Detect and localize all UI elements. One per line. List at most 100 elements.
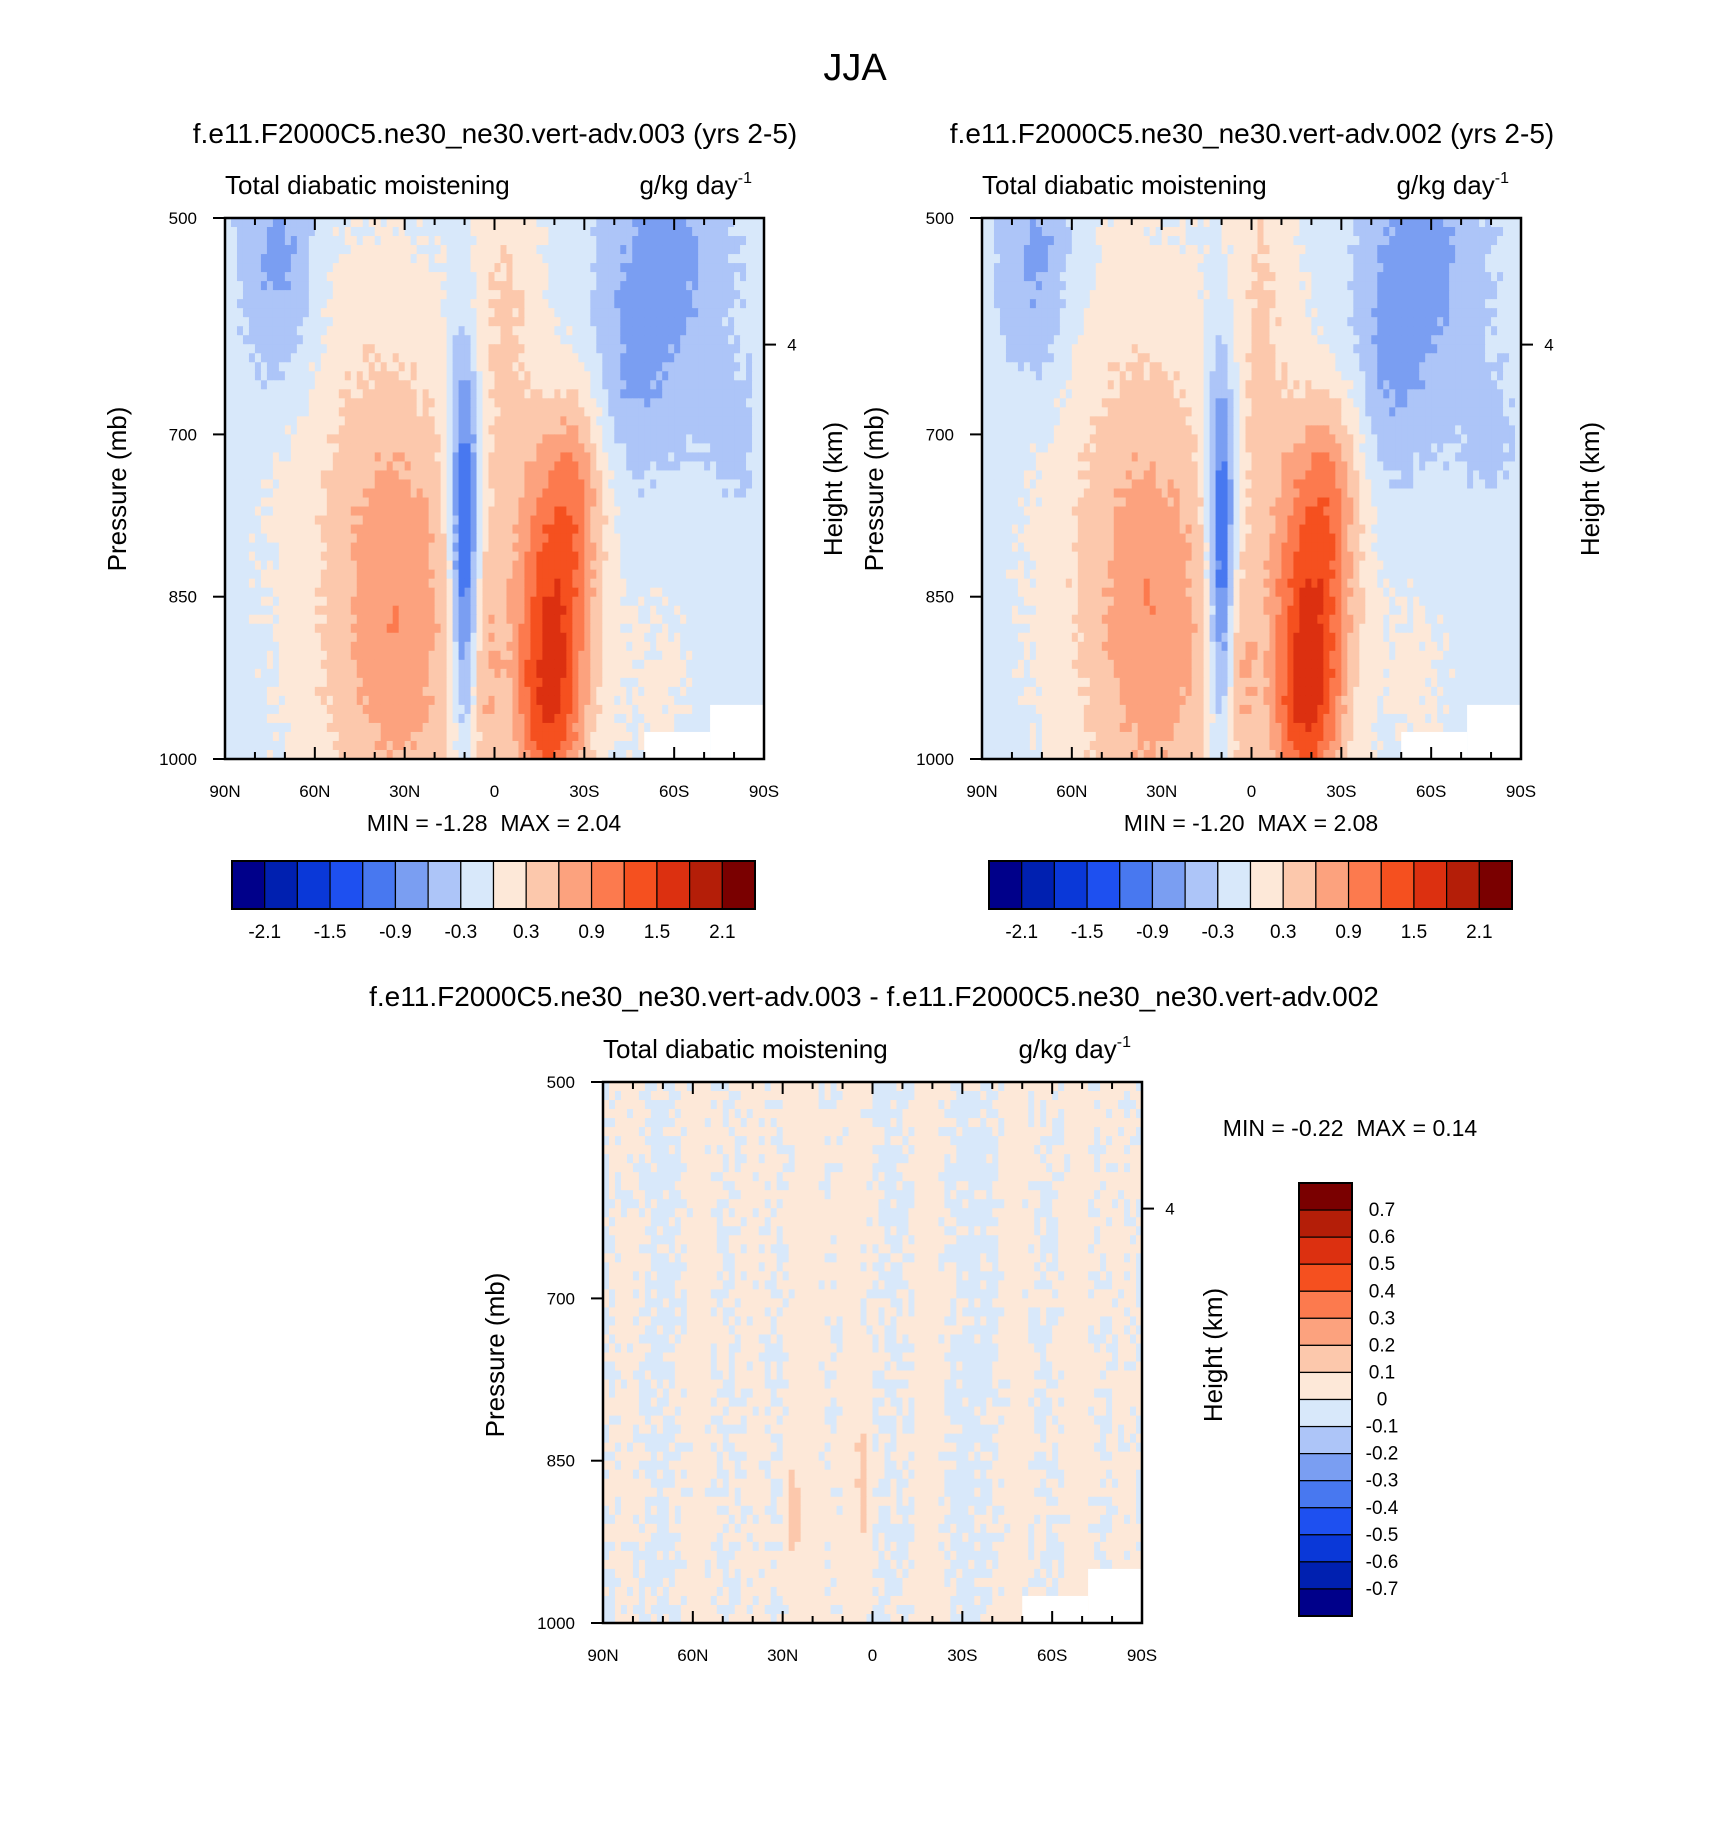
heatmap-cell bbox=[446, 695, 454, 706]
heatmap-cell bbox=[248, 668, 256, 679]
heatmap-cell bbox=[668, 272, 675, 282]
heatmap-cell bbox=[596, 317, 603, 327]
heatmap-cell bbox=[728, 281, 735, 291]
heatmap-cell bbox=[644, 245, 651, 255]
heatmap-cell bbox=[416, 245, 424, 255]
heatmap-cell bbox=[260, 578, 268, 589]
heatmap-cell bbox=[524, 686, 532, 697]
heatmap-cell bbox=[758, 524, 765, 535]
heatmap-cell bbox=[290, 488, 298, 499]
heatmap-cell bbox=[734, 641, 741, 652]
heatmap-cell bbox=[572, 425, 579, 435]
heatmap-cell bbox=[668, 290, 675, 300]
heatmap-cell bbox=[326, 236, 334, 246]
heatmap-cell bbox=[596, 650, 603, 661]
heatmap-cell bbox=[284, 479, 292, 490]
heatmap-cell bbox=[662, 632, 669, 643]
heatmap-cell bbox=[242, 290, 250, 300]
heatmap-cell bbox=[434, 479, 442, 490]
heatmap-cell bbox=[380, 632, 388, 643]
heatmap-cell bbox=[476, 218, 484, 228]
heatmap-cell bbox=[458, 263, 466, 273]
heatmap-cell bbox=[464, 443, 472, 454]
heatmap-cell bbox=[290, 236, 298, 246]
heatmap-cell bbox=[374, 281, 382, 291]
heatmap-cell bbox=[686, 614, 693, 625]
heatmap-cell bbox=[434, 416, 442, 426]
heatmap-cell bbox=[518, 326, 526, 336]
heatmap-cell bbox=[746, 515, 753, 526]
heatmap-cell bbox=[225, 281, 232, 291]
heatmap-cell bbox=[674, 380, 681, 390]
heatmap-cell bbox=[434, 659, 442, 670]
heatmap-cell bbox=[350, 245, 358, 255]
heatmap-cell bbox=[662, 371, 669, 381]
heatmap-cell bbox=[374, 353, 382, 363]
heatmap-cell bbox=[356, 272, 364, 282]
heatmap-cell bbox=[668, 461, 675, 472]
heatmap-cell bbox=[338, 596, 346, 607]
heatmap-cell bbox=[530, 407, 538, 417]
heatmap-cell bbox=[728, 416, 735, 426]
heatmap-cell bbox=[518, 380, 526, 390]
heatmap-cell bbox=[440, 380, 448, 390]
heatmap-cell bbox=[578, 650, 585, 661]
heatmap-cell bbox=[692, 569, 699, 580]
heatmap-cell bbox=[602, 272, 609, 282]
heatmap-cell bbox=[716, 497, 723, 508]
heatmap-cell bbox=[452, 362, 460, 372]
heatmap-cell bbox=[488, 317, 496, 327]
heatmap-cell bbox=[590, 245, 597, 255]
heatmap-cell bbox=[440, 308, 448, 318]
heatmap-cell bbox=[572, 605, 579, 616]
heatmap-cell bbox=[476, 434, 484, 445]
heatmap-cell bbox=[236, 245, 244, 255]
heatmap-cell bbox=[242, 614, 250, 625]
heatmap-cell bbox=[512, 650, 520, 661]
heatmap-cell bbox=[674, 497, 681, 508]
heatmap-cell bbox=[494, 380, 502, 390]
heatmap-cell bbox=[386, 704, 394, 715]
heatmap-cell bbox=[584, 533, 591, 544]
heatmap-cell bbox=[716, 560, 723, 571]
heatmap-cell bbox=[476, 461, 484, 472]
heatmap-cell bbox=[518, 704, 526, 715]
heatmap-cell bbox=[554, 335, 561, 345]
heatmap-cell bbox=[362, 272, 370, 282]
heatmap-cell bbox=[458, 443, 466, 454]
heatmap-cell bbox=[608, 326, 615, 336]
heatmap-cell bbox=[536, 308, 544, 318]
heatmap-cell bbox=[416, 470, 424, 481]
heatmap-cell bbox=[482, 587, 490, 598]
heatmap-cell bbox=[308, 254, 316, 264]
heatmap-cell bbox=[440, 641, 448, 652]
heatmap-cell bbox=[368, 425, 376, 435]
heatmap-cell bbox=[572, 452, 579, 463]
heatmap-cell bbox=[500, 632, 508, 643]
heatmap-cell bbox=[374, 335, 382, 345]
heatmap-cell bbox=[404, 245, 412, 255]
heatmap-cell bbox=[530, 560, 538, 571]
heatmap-cell bbox=[674, 452, 681, 463]
heatmap-cell bbox=[458, 632, 466, 643]
heatmap-cell bbox=[488, 272, 496, 282]
heatmap-cell bbox=[674, 290, 681, 300]
heatmap-cell bbox=[398, 425, 406, 435]
heatmap-cell bbox=[416, 443, 424, 454]
heatmap-cell bbox=[225, 398, 232, 408]
heatmap-cell bbox=[602, 344, 609, 354]
heatmap-cell bbox=[410, 407, 418, 417]
heatmap-cell bbox=[368, 263, 376, 273]
heatmap-cell bbox=[662, 398, 669, 408]
heatmap-cell bbox=[284, 335, 292, 345]
heatmap-cell bbox=[386, 614, 394, 625]
heatmap-cell bbox=[620, 236, 627, 246]
heatmap-cell bbox=[686, 326, 693, 336]
heatmap-cell bbox=[752, 497, 759, 508]
heatmap-cell bbox=[404, 686, 412, 697]
heatmap-cell bbox=[686, 578, 693, 589]
heatmap-cell bbox=[392, 578, 400, 589]
heatmap-cell bbox=[572, 218, 579, 228]
heatmap-cell bbox=[506, 434, 514, 445]
heatmap-cell bbox=[338, 308, 346, 318]
